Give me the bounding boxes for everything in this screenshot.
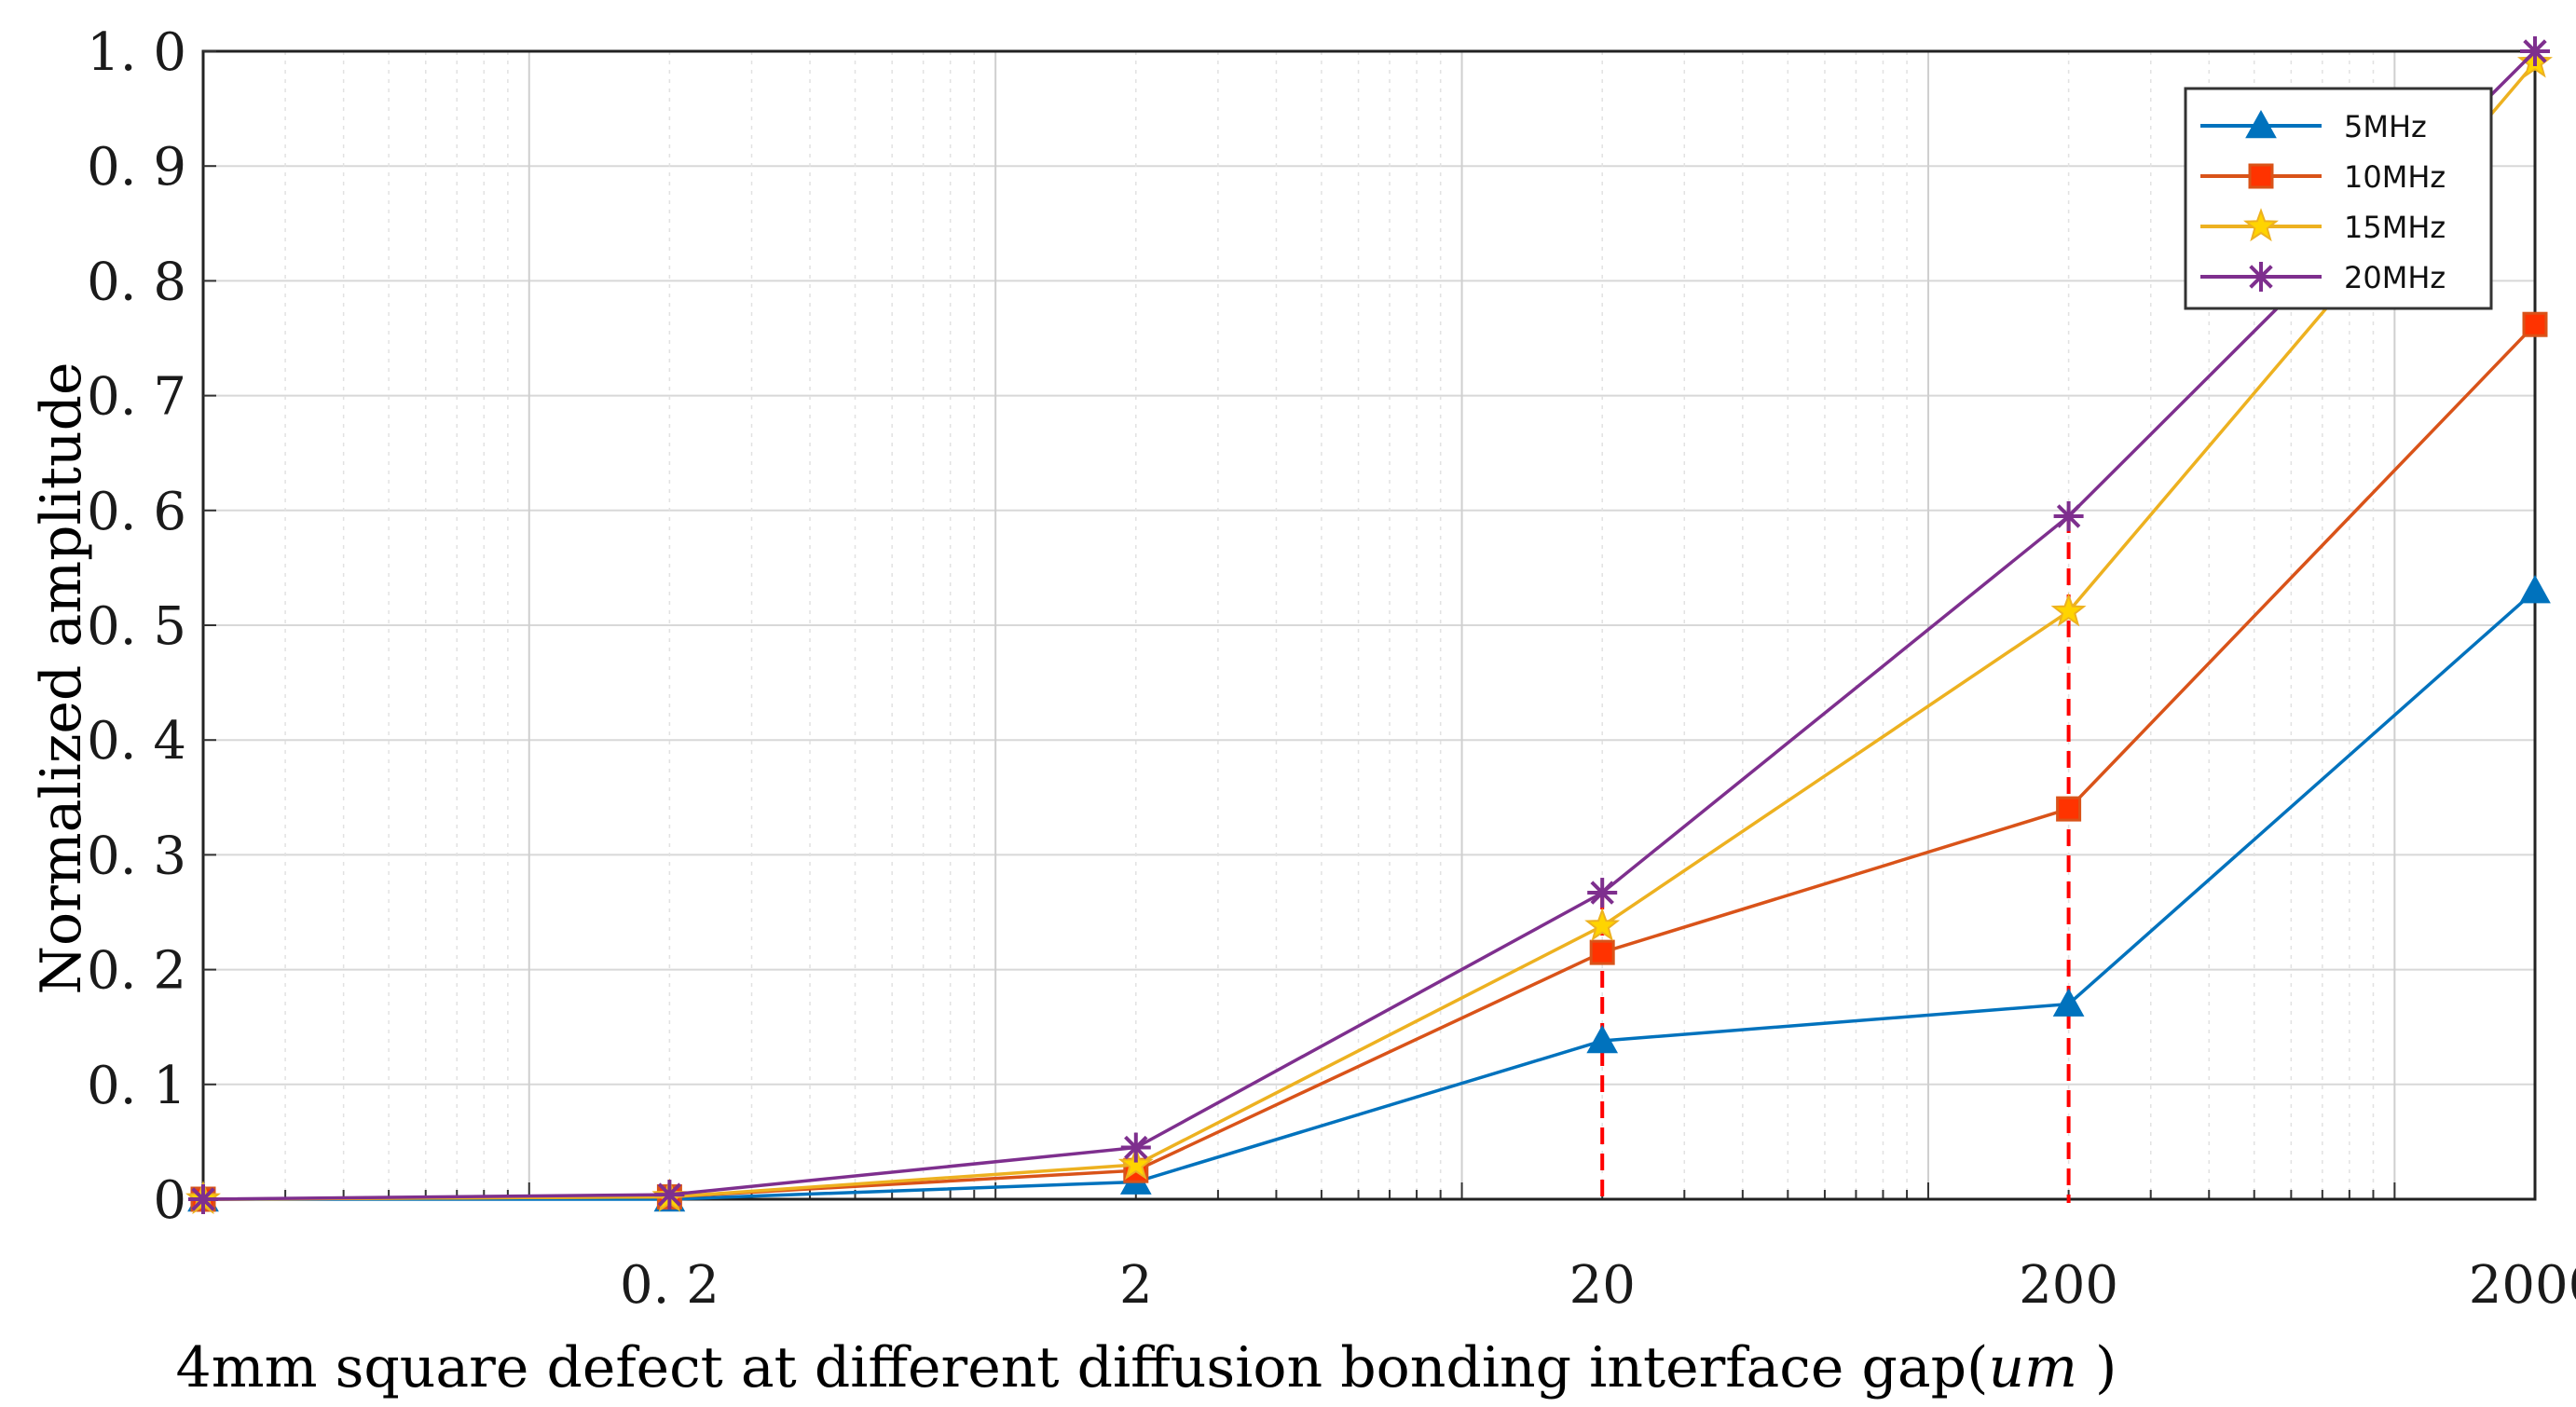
x-axis-label: 4mm square defect at different diffusion… <box>176 1335 2117 1400</box>
legend-swatch-marker <box>2246 262 2276 292</box>
x-tick-label: 2000 <box>2469 1255 2576 1316</box>
series-line <box>203 589 2537 1201</box>
series-line <box>202 61 2537 1201</box>
data-point <box>1584 907 1621 941</box>
reference-lines <box>1600 515 2071 1203</box>
legend: 5MHz 10MHz 15MHz 20MHz <box>2184 87 2493 310</box>
y-tick-label: 1. 0 <box>87 22 186 83</box>
asterisk-stroke <box>191 1187 215 1211</box>
data-point <box>2520 36 2550 66</box>
x-tick-label: 0. 2 <box>620 1255 719 1316</box>
asterisk-stroke <box>2249 265 2273 289</box>
data-point <box>654 1180 685 1210</box>
y-tick-label: 0. 4 <box>87 711 186 772</box>
y-tick-label: 0 <box>153 1170 186 1231</box>
data-point <box>2052 988 2085 1017</box>
legend-label: 15MHz <box>2344 210 2446 245</box>
data-point <box>1589 939 1615 965</box>
asterisk-stroke <box>2056 504 2081 528</box>
y-tick-label: 0. 1 <box>87 1056 186 1116</box>
data-point <box>2053 500 2084 531</box>
y-tick-label: 0. 9 <box>87 137 186 198</box>
legend-label: 10MHz <box>2344 159 2446 195</box>
x-tick-label: 200 <box>2019 1255 2118 1316</box>
data-point <box>2056 796 2082 822</box>
legend-item: 10MHz <box>2200 159 2446 195</box>
x-axis-label-main: 4mm square defect at different diffusion… <box>176 1335 1989 1400</box>
data-point <box>1120 1132 1151 1163</box>
y-tick-label: 0. 7 <box>87 367 186 428</box>
data-point <box>188 1184 218 1214</box>
x-tick-labels: 0. 2 2 20 200 2000 <box>620 1255 2576 1316</box>
x-tick-label: 2 <box>1119 1255 1153 1316</box>
asterisk-stroke <box>657 1182 682 1207</box>
series-group <box>185 36 2553 1215</box>
series-line <box>202 49 2537 1201</box>
legend-label: 5MHz <box>2344 109 2427 144</box>
legend-label: 20MHz <box>2344 260 2446 295</box>
data-point <box>2522 311 2548 337</box>
asterisk-stroke <box>1590 881 1614 905</box>
data-point <box>2519 575 2551 604</box>
asterisk-stroke <box>2523 39 2547 63</box>
legend-swatch-marker <box>2243 208 2279 242</box>
y-tick-label: 0. 3 <box>87 826 186 886</box>
legend-swatch-marker <box>2245 109 2277 139</box>
legend-item: 15MHz <box>2200 208 2446 245</box>
y-tick-label: 0. 8 <box>87 252 186 312</box>
y-tick-label: 0. 6 <box>87 482 186 542</box>
y-tick-label: 0. 2 <box>87 941 186 1002</box>
y-tick-label: 0. 5 <box>87 596 186 657</box>
y-tick-labels: 0 0. 1 0. 2 0. 3 0. 4 0. 5 0. 6 0. 7 0. 8 0. 9 1. … <box>87 22 216 1231</box>
x-axis-label-close: ) <box>2077 1335 2117 1400</box>
data-point <box>1587 878 1618 908</box>
data-point <box>2050 593 2087 627</box>
series-20MHz <box>188 36 2550 1214</box>
data-point <box>1586 1024 1619 1054</box>
legend-swatch-marker <box>2248 163 2274 189</box>
x-tick-label: 20 <box>1569 1255 1636 1316</box>
asterisk-stroke <box>1124 1135 1148 1160</box>
y-axis-label: Normalized amplitude <box>29 362 94 994</box>
legend-item: 5MHz <box>2200 109 2427 144</box>
x-axis-label-unit: um <box>1988 1335 2077 1400</box>
data-point <box>1117 1146 1154 1181</box>
legend-item: 20MHz <box>2200 260 2446 295</box>
